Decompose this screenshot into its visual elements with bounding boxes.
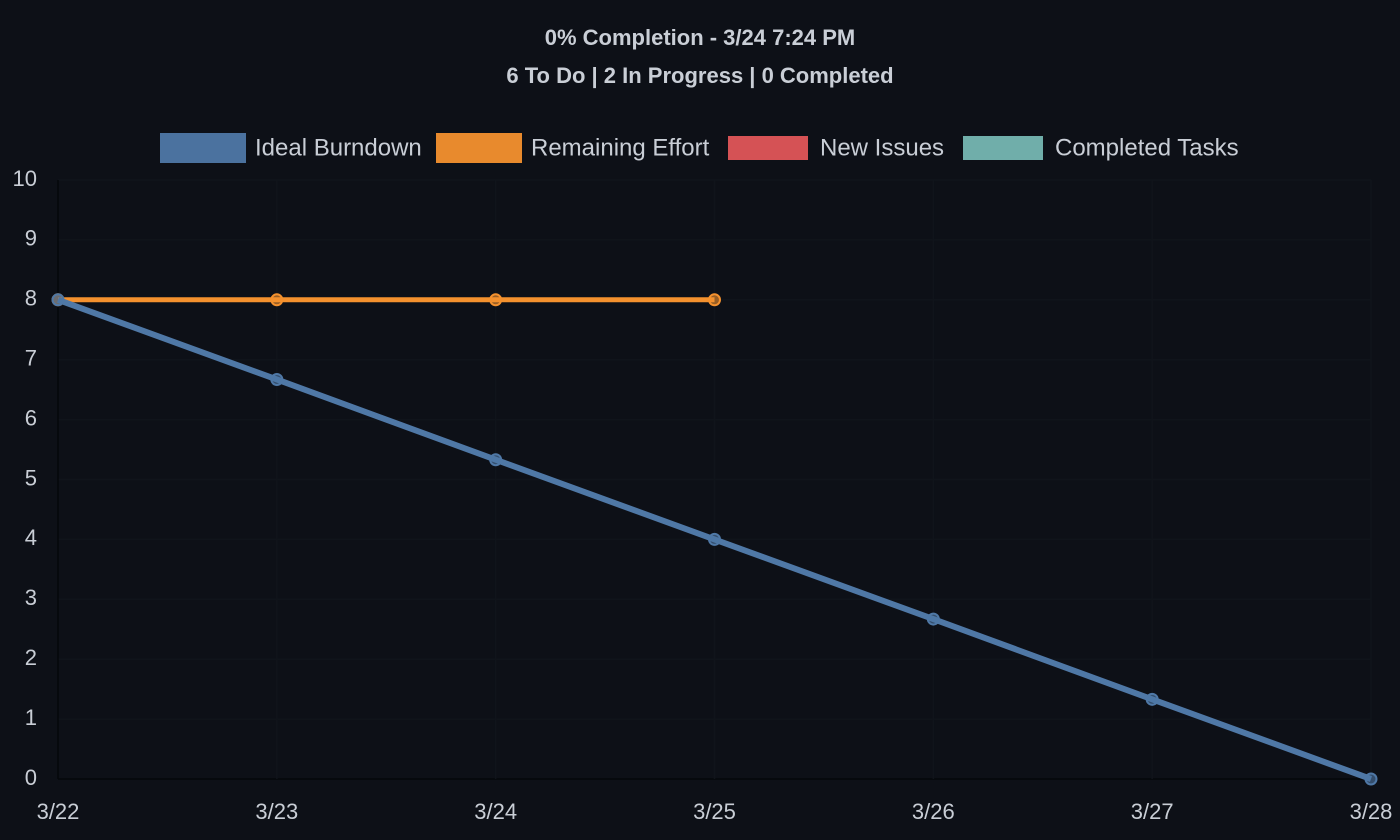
y-tick-label: 9 bbox=[25, 226, 37, 251]
legend-swatch bbox=[963, 136, 1043, 160]
series-point bbox=[489, 453, 503, 467]
x-tick-label: 3/22 bbox=[37, 799, 80, 824]
series-point bbox=[270, 293, 284, 307]
y-tick-label: 10 bbox=[13, 166, 37, 191]
y-tick-label: 8 bbox=[25, 286, 37, 311]
x-tick-label: 3/25 bbox=[693, 799, 736, 824]
series-point bbox=[708, 293, 721, 307]
series-point bbox=[489, 293, 503, 307]
y-tick-label: 5 bbox=[25, 465, 37, 490]
series-point bbox=[1364, 772, 1378, 786]
series-point bbox=[1145, 692, 1159, 706]
series-point bbox=[51, 293, 65, 307]
series-point bbox=[926, 612, 940, 626]
legend-label: New Issues bbox=[820, 134, 944, 161]
y-tick-label: 7 bbox=[25, 346, 37, 371]
y-tick-label: 6 bbox=[25, 405, 37, 430]
x-tick-label: 3/28 bbox=[1350, 799, 1393, 824]
y-tick-label: 4 bbox=[25, 525, 37, 550]
series-point bbox=[708, 532, 721, 546]
y-tick-label: 1 bbox=[25, 705, 37, 730]
x-tick-label: 3/24 bbox=[474, 799, 517, 824]
y-tick-label: 3 bbox=[25, 585, 37, 610]
legend-swatch bbox=[728, 136, 808, 160]
chart-subtitle: 6 To Do | 2 In Progress | 0 Completed bbox=[506, 63, 893, 88]
chart-title: 0% Completion - 3/24 7:24 PM bbox=[545, 25, 856, 50]
legend-label: Remaining Effort bbox=[531, 134, 710, 161]
x-tick-label: 3/23 bbox=[255, 799, 298, 824]
x-tick-label: 3/27 bbox=[1131, 799, 1174, 824]
legend-swatch bbox=[436, 133, 522, 163]
y-tick-label: 2 bbox=[25, 645, 37, 670]
y-tick-label: 0 bbox=[25, 765, 37, 790]
series-point bbox=[270, 372, 284, 386]
legend-label: Completed Tasks bbox=[1055, 134, 1239, 161]
legend-label: Ideal Burndown bbox=[255, 134, 422, 161]
x-tick-label: 3/26 bbox=[912, 799, 955, 824]
legend-swatch bbox=[160, 133, 246, 163]
